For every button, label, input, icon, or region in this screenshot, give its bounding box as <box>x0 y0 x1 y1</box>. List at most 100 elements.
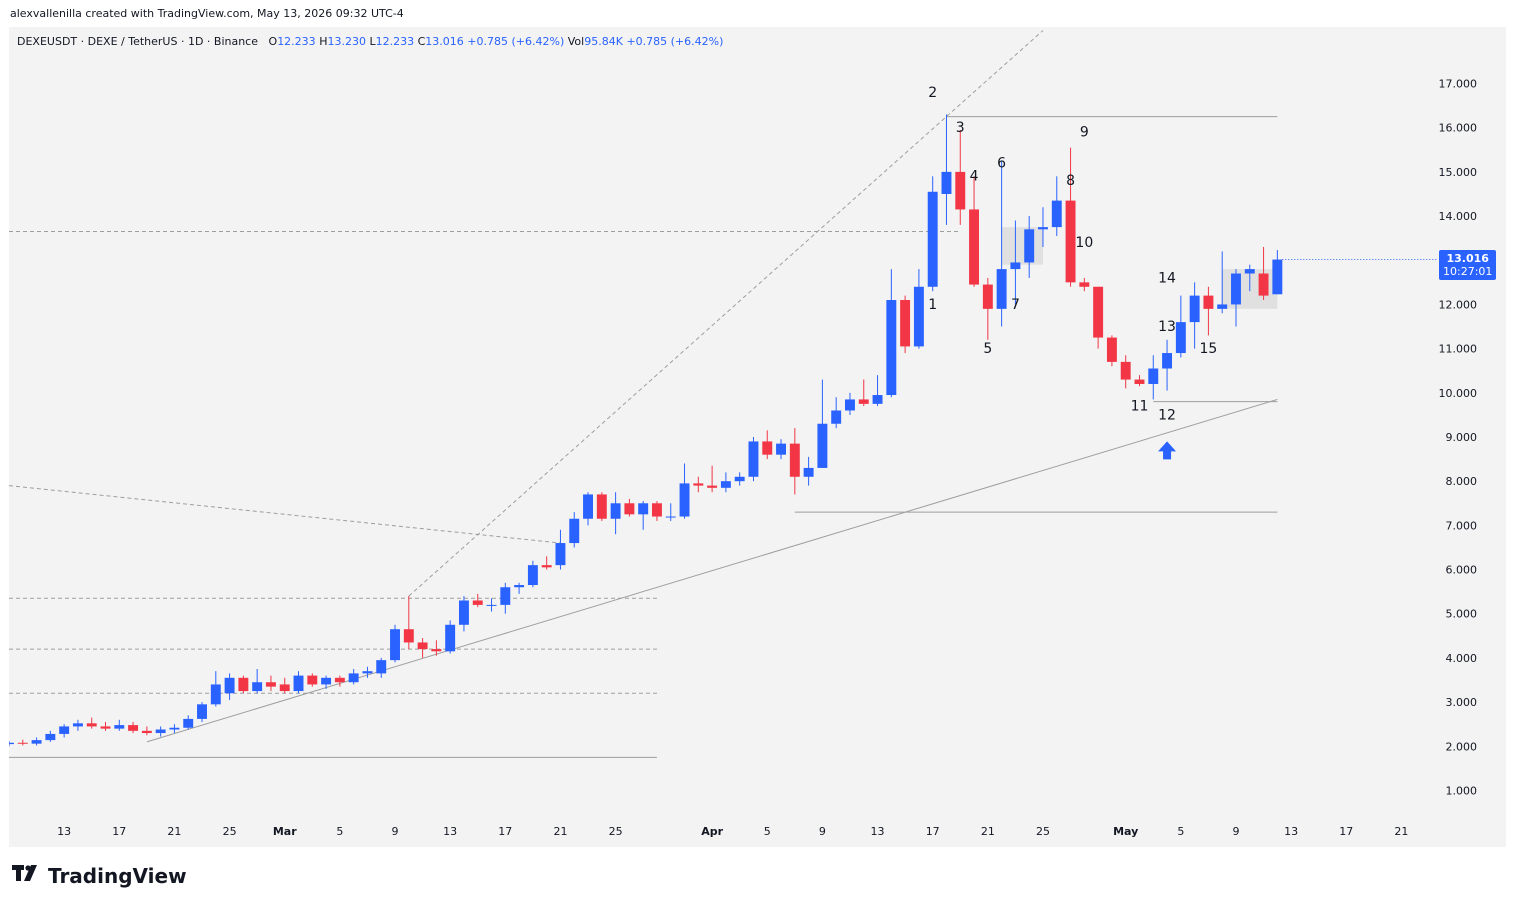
price-tick-label: 6.000 <box>1446 564 1478 577</box>
candle-body <box>1010 262 1021 270</box>
time-tick-label: 17 <box>926 825 940 838</box>
volume-label: Vol <box>567 35 585 48</box>
change-value: +0.785 (+6.42%) <box>467 35 565 48</box>
candle-body <box>789 443 800 477</box>
candle-body <box>1258 273 1269 296</box>
candle-body <box>252 682 263 692</box>
wave-label: 15 <box>1200 341 1218 357</box>
candle-body <box>969 209 980 285</box>
tradingview-brand[interactable]: TradingView <box>12 864 187 888</box>
candle-body <box>1203 295 1214 309</box>
time-tick-label: 9 <box>392 825 399 838</box>
candle-body <box>555 543 566 566</box>
price-tick-label: 5.000 <box>1446 608 1478 621</box>
candle-body <box>955 171 966 210</box>
wave-label: 6 <box>997 155 1006 171</box>
time-tick-label: 13 <box>443 825 457 838</box>
candle-body <box>610 503 621 519</box>
price-tick-label: 8.000 <box>1446 475 1478 488</box>
candle-body <box>900 300 911 347</box>
time-tick-label: 17 <box>498 825 512 838</box>
candle-body <box>734 476 745 482</box>
price-tick-label: 9.000 <box>1446 431 1478 444</box>
candle-body <box>817 423 828 468</box>
candle-body <box>238 677 249 692</box>
candle-body <box>762 441 773 455</box>
time-tick-label: 9 <box>1232 825 1239 838</box>
candle-body <box>913 286 924 347</box>
candle-body <box>596 494 607 519</box>
time-tick-label: 17 <box>1339 825 1353 838</box>
tradingview-logo-icon <box>12 864 42 888</box>
time-tick-label: Apr <box>701 825 723 838</box>
candle-body <box>569 518 580 544</box>
candle-body <box>114 725 125 729</box>
candle-body <box>224 677 235 694</box>
wave-label: 2 <box>928 85 937 101</box>
wave-label: 1 <box>928 297 937 313</box>
time-tick-label: 5 <box>764 825 771 838</box>
time-tick-label: 25 <box>1036 825 1050 838</box>
ascending-trendline <box>146 398 1278 743</box>
candle-body <box>872 395 883 404</box>
price-tick-label: 7.000 <box>1446 519 1478 532</box>
fan-line-dashed <box>9 485 561 544</box>
chart-area[interactable]: 1 2 3 4 5 6 7 8 9 10 11 12 13 14 15 17.000 16.000 15.000… <box>9 27 1506 847</box>
candle-body <box>17 742 28 744</box>
last-price-value: 13.016 <box>1446 251 1489 265</box>
candle-body <box>141 730 152 734</box>
time-tick-label: 21 <box>981 825 995 838</box>
candle-body <box>1038 227 1048 230</box>
candle-body <box>1175 322 1186 354</box>
candle-body <box>86 723 97 727</box>
wave-label: 13 <box>1158 319 1176 335</box>
candle-body <box>693 483 704 486</box>
time-tick-label: 13 <box>871 825 885 838</box>
high-value: 13.230 <box>327 35 366 48</box>
candle-body <box>9 742 14 745</box>
candle-body <box>624 503 635 515</box>
time-tick-label: 17 <box>112 825 126 838</box>
high-label: H <box>319 35 328 48</box>
candle-body <box>941 171 952 194</box>
price-tick-label: 16.000 <box>1439 122 1478 135</box>
wave-label: 10 <box>1075 235 1093 251</box>
candle-body <box>514 585 525 588</box>
candle-body <box>527 565 538 586</box>
candle-body <box>279 684 290 692</box>
candle-body <box>445 624 456 652</box>
candle-body <box>1162 353 1173 369</box>
brand-name: TradingView <box>48 864 187 888</box>
close-label: C <box>417 35 426 48</box>
candle-body <box>1148 368 1159 384</box>
candle-body <box>1134 379 1145 384</box>
candle-body <box>458 600 469 625</box>
candle-body <box>265 682 276 687</box>
candle-body <box>100 726 111 729</box>
time-tick-label: 25 <box>609 825 623 838</box>
candle-body <box>348 673 359 683</box>
candle-body <box>638 503 649 515</box>
candle-body <box>1051 200 1062 228</box>
time-tick-label: 25 <box>223 825 237 838</box>
price-tick-label: 17.000 <box>1439 78 1478 91</box>
candle-body <box>59 726 70 734</box>
candle-body <box>155 729 166 734</box>
volume-value: 95.84K <box>584 35 623 48</box>
candle-body <box>1231 273 1241 305</box>
arrow-up-icon <box>1158 441 1177 460</box>
candle-body <box>1244 269 1255 274</box>
price-tick-label: 12.000 <box>1439 298 1478 311</box>
symbol-info[interactable]: DEXEUSDT · DEXE / TetherUS · 1D · Binanc… <box>17 35 259 48</box>
candle-body <box>665 516 676 518</box>
symbol-legend: DEXEUSDT · DEXE / TetherUS · 1D · Binanc… <box>17 35 723 48</box>
wave-label: 12 <box>1158 407 1176 423</box>
wave-label: 7 <box>1011 297 1020 313</box>
price-tick-label: 14.000 <box>1439 210 1478 223</box>
candle-body <box>417 642 428 650</box>
low-value: 12.233 <box>375 35 415 48</box>
candle-body <box>1079 282 1090 287</box>
time-axis: 13 17 21 25 Mar 5 9 13 17 21 25 Apr 5 9 13 17 21 25 May 5 9 1… <box>57 825 1408 838</box>
